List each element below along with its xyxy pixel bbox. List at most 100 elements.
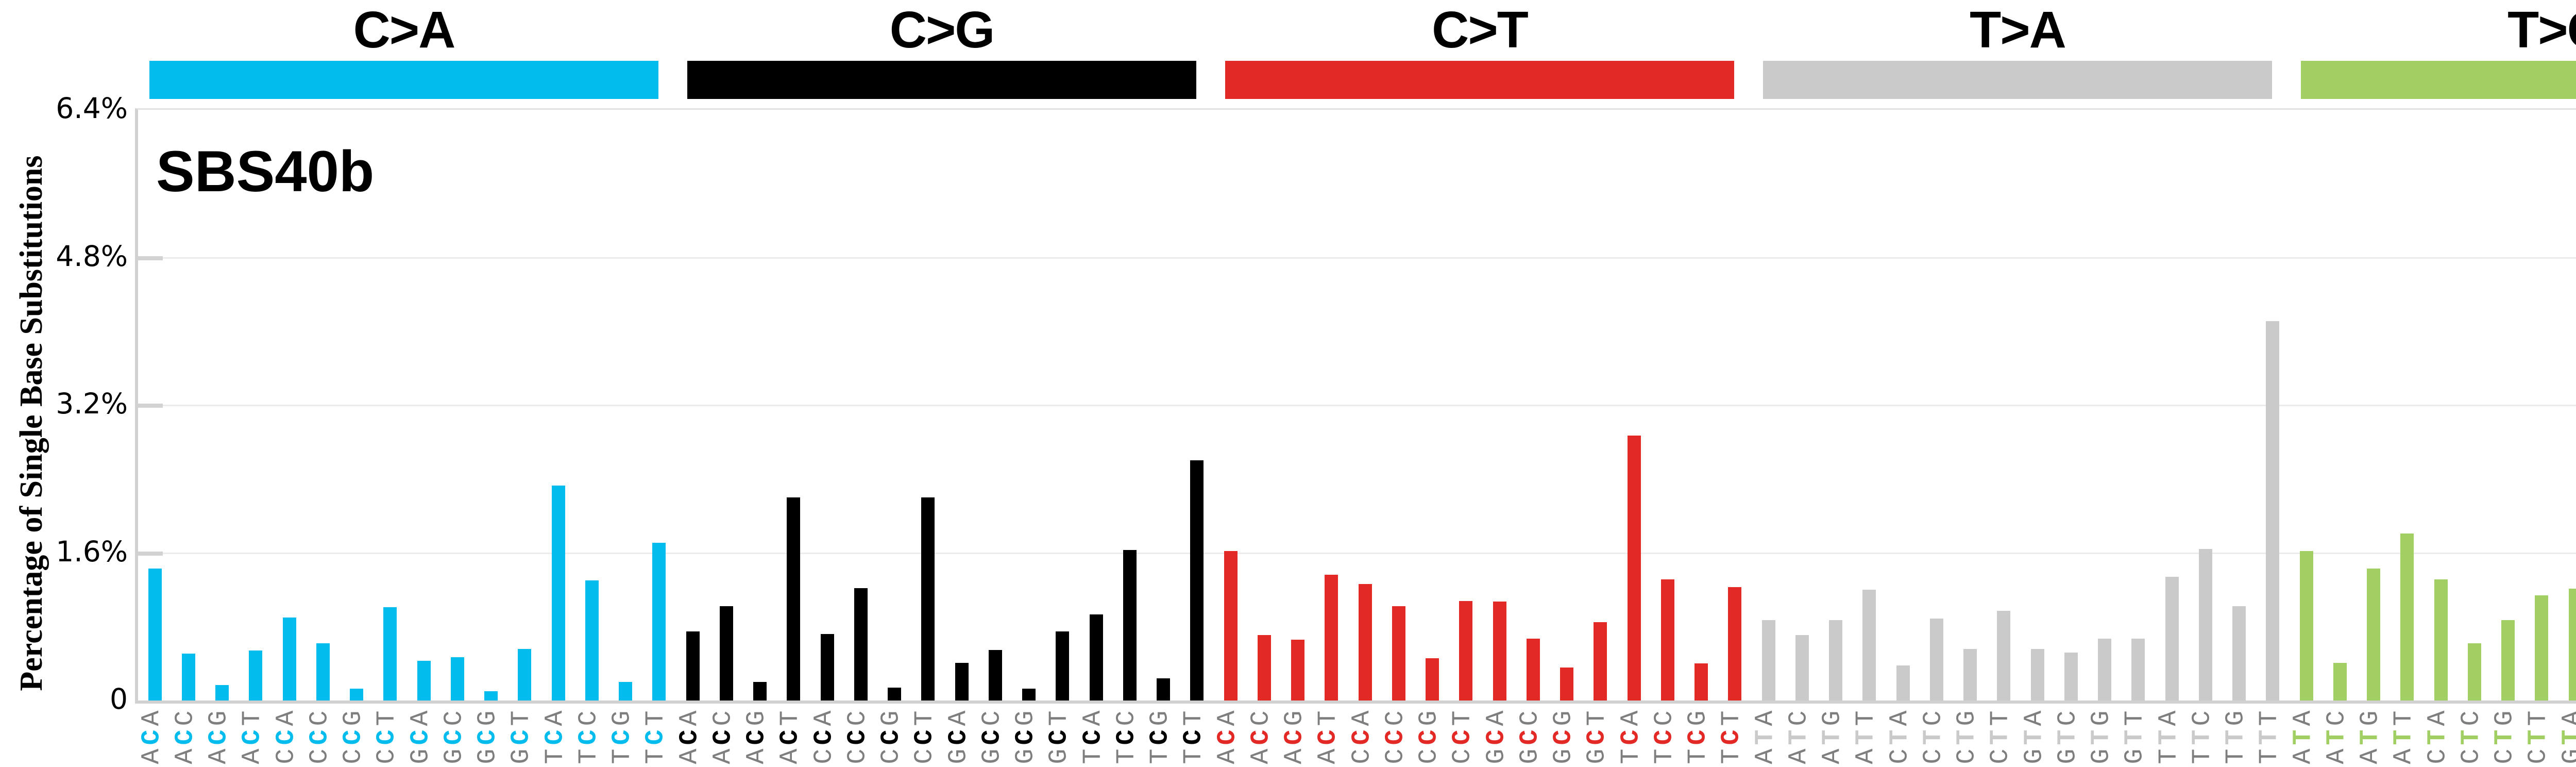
category-label-C>A: C>A bbox=[353, 1, 456, 59]
bar-C>A-CCT bbox=[383, 607, 397, 701]
xtick-label-C>T-GCC: GCC bbox=[1515, 707, 1545, 764]
bar-slot-T>C-GTA bbox=[2558, 110, 2576, 701]
category-cell-T>C: T>C bbox=[2286, 0, 2576, 103]
ytick-label-1.6%: 1.6% bbox=[56, 535, 128, 568]
category-label-C>T: C>T bbox=[1432, 1, 1529, 59]
xtick-slot-C>A-GCG: GCG bbox=[471, 705, 505, 766]
xtick-slot-C>A-CCA: CCA bbox=[269, 705, 303, 766]
xtick-slot-C>G-GCT: GCT bbox=[1043, 705, 1076, 766]
bar-C>A-ACA bbox=[148, 568, 162, 701]
xtick-label-C>T-TCC: TCC bbox=[1650, 707, 1680, 764]
bar-slot-C>T-GCG bbox=[1550, 110, 1584, 701]
bar-slot-C>A-GCC bbox=[440, 110, 474, 701]
category-cell-T>A: T>A bbox=[1749, 0, 2286, 103]
xtick-slot-C>G-GCC: GCC bbox=[975, 705, 1009, 766]
xtick-slot-C>T-TCT: TCT bbox=[1715, 705, 1749, 766]
xtick-slot-C>A-GCC: GCC bbox=[437, 705, 471, 766]
gridline-4.8 bbox=[138, 257, 2576, 259]
bar-C>T-GCT bbox=[1594, 622, 1607, 701]
xtick-label-C>G-GCG: GCG bbox=[1011, 707, 1041, 764]
bar-slot-C>T-CCG bbox=[1416, 110, 1449, 701]
bar-T>A-GTT bbox=[2131, 639, 2145, 701]
xtick-slot-C>A-CCT: CCT bbox=[370, 705, 404, 766]
xtick-label-T>A-CTT: CTT bbox=[1986, 707, 2015, 764]
xtick-label-T>A-GTC: GTC bbox=[2053, 707, 2083, 764]
xtick-slot-C>G-CCG: CCG bbox=[875, 705, 908, 766]
bar-C>T-ACG bbox=[1291, 639, 1305, 701]
bar-C>G-ACG bbox=[753, 682, 767, 701]
ytick-label-4.8%: 4.8% bbox=[56, 239, 128, 273]
bar-slot-C>T-GCA bbox=[1483, 110, 1516, 701]
bar-slot-C>A-TCC bbox=[575, 110, 608, 701]
xtick-slot-T>A-TTC: TTC bbox=[2185, 705, 2219, 766]
bar-slot-C>A-GCT bbox=[508, 110, 541, 701]
xtick-label-T>A-TTC: TTC bbox=[2188, 707, 2217, 764]
xtick-label-C>T-ACC: ACC bbox=[1246, 707, 1276, 764]
bar-slot-C>G-ACA bbox=[676, 110, 709, 701]
xtick-slot-C>T-GCG: GCG bbox=[1547, 705, 1581, 766]
xtick-slot-C>T-CCC: CCC bbox=[1379, 705, 1412, 766]
xtick-slot-T>A-CTG: CTG bbox=[1951, 705, 1984, 766]
category-color-bar-C>G bbox=[687, 61, 1196, 99]
bar-T>C-ATG bbox=[2367, 568, 2381, 701]
xtick-label-C>A-CCG: CCG bbox=[338, 707, 368, 764]
xtick-label-C>A-TCT: TCT bbox=[641, 707, 671, 764]
bar-T>C-CTT bbox=[2535, 595, 2549, 701]
bar-C>G-GCT bbox=[1056, 631, 1070, 701]
xtick-label-C>T-ACG: ACG bbox=[1280, 707, 1310, 764]
xtick-label-C>T-CCT: CCT bbox=[1448, 707, 1478, 764]
xtick-slot-T>A-GTC: GTC bbox=[2051, 705, 2084, 766]
bar-slot-T>A-TTT bbox=[2256, 110, 2290, 701]
bar-slot-C>T-CCA bbox=[1348, 110, 1382, 701]
bar-slot-T>A-CTT bbox=[1987, 110, 2021, 701]
xtick-slot-T>A-CTA: CTA bbox=[1883, 705, 1917, 766]
bar-slot-C>G-CCA bbox=[810, 110, 844, 701]
xtick-slot-C>A-TCA: TCA bbox=[538, 705, 572, 766]
bar-slot-T>A-GTC bbox=[2054, 110, 2088, 701]
bar-slot-T>C-ATG bbox=[2357, 110, 2391, 701]
xtick-label-C>G-GCT: GCT bbox=[1044, 707, 1074, 764]
xtick-slot-C>T-GCC: GCC bbox=[1513, 705, 1547, 766]
bar-slot-C>G-TCG bbox=[1147, 110, 1180, 701]
xtick-slot-T>A-TTG: TTG bbox=[2219, 705, 2253, 766]
xtick-label-C>A-TCA: TCA bbox=[540, 707, 570, 764]
xtick-slot-T>A-ATT: ATT bbox=[1850, 705, 1883, 766]
bar-C>T-ACA bbox=[1224, 551, 1238, 701]
xtick-slot-C>G-GCG: GCG bbox=[1009, 705, 1043, 766]
bar-C>T-GCA bbox=[1493, 602, 1506, 701]
bar-slot-C>T-ACA bbox=[1214, 110, 1247, 701]
xtick-label-C>A-GCG: GCG bbox=[473, 707, 503, 764]
bar-slot-C>T-GCT bbox=[1584, 110, 1617, 701]
xtick-label-C>T-ACA: ACA bbox=[1213, 707, 1243, 764]
xtick-label-C>A-TCG: TCG bbox=[607, 707, 637, 764]
bar-T>A-TTA bbox=[2165, 577, 2179, 701]
xtick-label-T>A-ATA: ATA bbox=[1751, 707, 1781, 764]
bar-T>A-ATC bbox=[1795, 635, 1809, 701]
y-axis-title: Percentage of Single Base Substitutions bbox=[14, 155, 49, 691]
bar-slot-C>A-GCA bbox=[407, 110, 440, 701]
bar-slot-C>A-ACT bbox=[239, 110, 273, 701]
bar-C>A-TCC bbox=[585, 580, 599, 701]
xtick-slot-T>A-GTT: GTT bbox=[2119, 705, 2152, 766]
xtick-slot-C>A-GCA: GCA bbox=[404, 705, 437, 766]
gridline-1.6 bbox=[138, 552, 2576, 554]
bar-C>T-CCG bbox=[1426, 658, 1439, 701]
xtick-label-T>C-CTC: CTC bbox=[2456, 707, 2486, 764]
bar-slot-C>G-TCA bbox=[1079, 110, 1113, 701]
bar-T>C-CTA bbox=[2434, 579, 2448, 701]
xtick-slot-C>T-TCA: TCA bbox=[1614, 705, 1648, 766]
bar-slot-T>A-ATA bbox=[1752, 110, 1785, 701]
xtick-label-C>A-ACA: ACA bbox=[137, 707, 167, 764]
bar-slot-C>A-ACC bbox=[172, 110, 205, 701]
bar-T>A-CTT bbox=[1997, 611, 2011, 701]
bar-C>G-ACA bbox=[686, 631, 700, 701]
bar-slot-T>A-TTG bbox=[2223, 110, 2256, 701]
xtick-label-T>A-ATG: ATG bbox=[1818, 707, 1848, 764]
ytick-label-6.4%: 6.4% bbox=[56, 92, 128, 125]
xtick-label-T>A-ATC: ATC bbox=[1784, 707, 1814, 764]
xtick-slot-C>A-ACT: ACT bbox=[236, 705, 269, 766]
bar-C>A-TCT bbox=[652, 542, 666, 701]
category-color-bar-C>T bbox=[1225, 61, 1734, 99]
bar-slot-C>T-CCT bbox=[1449, 110, 1483, 701]
bar-slot-C>A-TCG bbox=[609, 110, 642, 701]
